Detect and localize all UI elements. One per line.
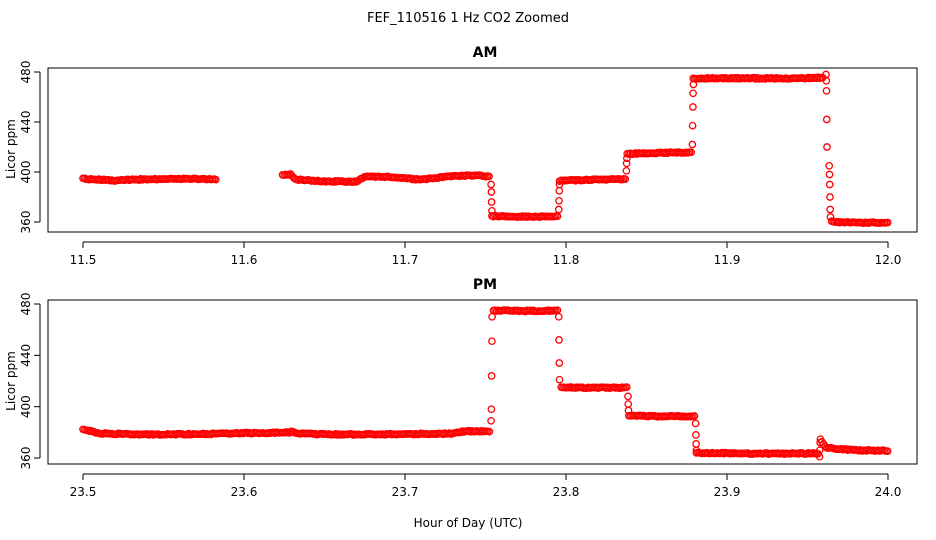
x-ticks-pm: 23.5 23.6 23.7 23.8 23.9 24.0 xyxy=(70,473,902,499)
x-ticks-am: 11.5 11.6 11.7 11.8 11.9 12.0 xyxy=(70,241,902,267)
data-point xyxy=(555,375,564,384)
y-tick-label: 440 xyxy=(19,344,33,367)
data-point xyxy=(826,193,834,201)
data-point xyxy=(554,312,563,321)
data-point xyxy=(688,140,697,149)
data-point xyxy=(555,196,563,205)
data-point xyxy=(485,427,494,436)
data-points-am xyxy=(79,70,892,228)
data-point xyxy=(622,383,631,391)
data-point xyxy=(816,438,824,447)
y-ticks-am: 360 400 440 480 xyxy=(19,61,41,234)
y-tick-label: 360 xyxy=(19,447,33,470)
data-point xyxy=(487,188,496,196)
data-point xyxy=(825,170,834,179)
data-point xyxy=(487,372,496,380)
panel-title-pm: PM xyxy=(473,277,497,293)
data-point xyxy=(554,205,563,214)
data-point xyxy=(488,206,496,215)
y-tick-label: 360 xyxy=(19,211,33,234)
data-point xyxy=(624,392,632,401)
data-point xyxy=(487,416,495,425)
y-tick-label: 400 xyxy=(19,161,33,184)
data-point xyxy=(883,447,892,455)
data-point xyxy=(622,166,631,175)
x-axis-label: Hour of Day (UTC) xyxy=(414,516,523,530)
data-point xyxy=(687,148,696,157)
data-point xyxy=(555,359,564,367)
x-tick-label: 23.9 xyxy=(714,485,741,499)
data-point xyxy=(825,180,834,189)
data-point xyxy=(689,103,697,111)
y-axis-label-am: Licor ppm xyxy=(4,119,18,179)
y-axis-label-pm: Licor ppm xyxy=(4,351,18,411)
data-point xyxy=(555,336,563,344)
data-point xyxy=(689,80,698,89)
data-point xyxy=(621,175,630,183)
data-point xyxy=(814,73,822,82)
y-tick-label: 440 xyxy=(19,111,33,134)
x-tick-label: 11.7 xyxy=(392,253,419,267)
panel-am: AM Licor ppm 11.5 11.6 11.7 11.8 11.9 12.0 36… xyxy=(4,45,918,267)
data-point xyxy=(485,172,493,181)
x-tick-label: 24.0 xyxy=(875,485,902,499)
panel-title-am: AM xyxy=(473,45,498,61)
x-tick-label: 11.8 xyxy=(553,253,580,267)
data-point xyxy=(487,180,495,189)
x-tick-label: 23.6 xyxy=(231,485,258,499)
data-points-pm xyxy=(79,306,892,461)
data-point xyxy=(487,198,496,206)
x-tick-label: 23.8 xyxy=(553,485,580,499)
data-point xyxy=(623,154,631,163)
data-point xyxy=(883,218,892,227)
data-point xyxy=(825,161,834,170)
data-point xyxy=(691,419,700,428)
data-point xyxy=(688,121,697,130)
data-point xyxy=(488,312,496,321)
x-tick-label: 11.6 xyxy=(231,253,258,267)
panel-pm: PM Licor ppm 23.5 23.6 23.7 23.8 23.9 24.0 36… xyxy=(4,277,918,499)
y-tick-label: 400 xyxy=(19,395,33,418)
data-point xyxy=(815,446,824,455)
data-point xyxy=(689,89,697,98)
x-tick-label: 12.0 xyxy=(875,253,902,267)
data-point xyxy=(487,405,496,414)
data-point xyxy=(488,337,496,346)
data-point xyxy=(822,115,831,124)
x-tick-label: 11.5 xyxy=(70,253,97,267)
x-tick-label: 11.9 xyxy=(714,253,741,267)
y-tick-label: 480 xyxy=(19,293,33,316)
data-point xyxy=(823,143,831,151)
plot-frame-pm xyxy=(47,299,918,465)
data-point xyxy=(690,412,699,420)
data-point xyxy=(555,186,564,195)
data-point xyxy=(622,159,631,168)
data-point xyxy=(692,431,700,439)
data-point xyxy=(826,205,835,214)
data-point xyxy=(822,76,831,85)
plot-frame-am xyxy=(47,67,918,233)
x-tick-label: 23.7 xyxy=(392,485,419,499)
data-point xyxy=(555,180,564,189)
data-point xyxy=(822,86,831,95)
figure-title: FEF_110516 1 Hz CO2 Zoomed xyxy=(367,11,569,26)
y-tick-label: 480 xyxy=(19,61,33,84)
data-point xyxy=(624,406,633,415)
data-point xyxy=(692,440,700,448)
data-point xyxy=(211,175,220,184)
data-point xyxy=(624,400,633,408)
data-point xyxy=(692,446,701,455)
x-tick-label: 23.5 xyxy=(70,485,97,499)
data-point xyxy=(826,213,835,221)
y-ticks-pm: 360 400 440 480 xyxy=(19,293,41,470)
